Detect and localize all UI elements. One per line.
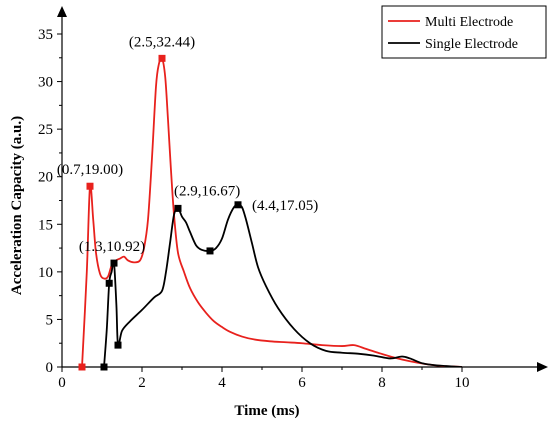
legend-label-single-electrode: Single Electrode	[425, 37, 518, 52]
data-point-single-electrode	[100, 363, 108, 371]
y-tick-label: 35	[38, 27, 53, 43]
data-label: (0.7,19.00)	[57, 162, 123, 178]
x-tick-label: 0	[58, 375, 66, 391]
legend: Multi Electrode Single Electrode	[381, 5, 547, 59]
x-tick-label: 4	[218, 375, 226, 391]
data-point-single-electrode	[234, 201, 242, 209]
data-point-single-electrode	[114, 341, 122, 349]
data-label: (1.3,10.92)	[79, 239, 145, 255]
data-point-multi-electrode	[78, 363, 86, 371]
data-point-multi-electrode	[158, 54, 166, 62]
data-label: (2.5,32.44)	[129, 34, 195, 50]
series-line-single-electrode	[103, 203, 463, 367]
y-tick-label: 20	[38, 170, 53, 186]
x-tick-label: 10	[455, 375, 470, 391]
y-tick-label: 15	[38, 217, 53, 233]
y-axis-title: Acceleration Capacity (a.u.)	[9, 116, 25, 295]
axes	[57, 6, 548, 372]
data-point-single-electrode	[110, 259, 118, 267]
x-tick-label: 2	[138, 375, 146, 391]
data-label: (4.4,17.05)	[252, 198, 318, 214]
legend-box	[381, 5, 547, 59]
x-axis-arrow-icon	[537, 362, 548, 372]
y-tick-label: 5	[46, 312, 54, 328]
data-label: (2.9,16.67)	[174, 183, 240, 199]
y-tick-label: 30	[38, 75, 53, 91]
data-point-single-electrode	[206, 247, 214, 255]
y-tick-label: 25	[38, 122, 53, 138]
series-line-multi-electrode	[81, 56, 463, 367]
data-point-single-electrode	[174, 204, 182, 212]
data-point-multi-electrode	[86, 182, 94, 190]
y-tick-label: 10	[38, 265, 53, 281]
y-axis-arrow-icon	[57, 6, 67, 17]
ticks: 0 2 4 6 8 10 0 5 10 15 20 25 30 35	[38, 27, 470, 391]
x-tick-label: 6	[298, 375, 306, 391]
y-tick-label: 0	[46, 360, 54, 376]
series-markers	[78, 54, 242, 371]
x-tick-label: 8	[378, 375, 386, 391]
x-axis-title: Time (ms)	[234, 403, 299, 419]
legend-label-multi-electrode: Multi Electrode	[425, 15, 513, 30]
data-point-single-electrode	[105, 279, 113, 287]
annotations: (0.7,19.00) (2.5,32.44) (1.3,10.92) (2.9,16…	[57, 34, 318, 255]
series-lines	[81, 56, 463, 367]
